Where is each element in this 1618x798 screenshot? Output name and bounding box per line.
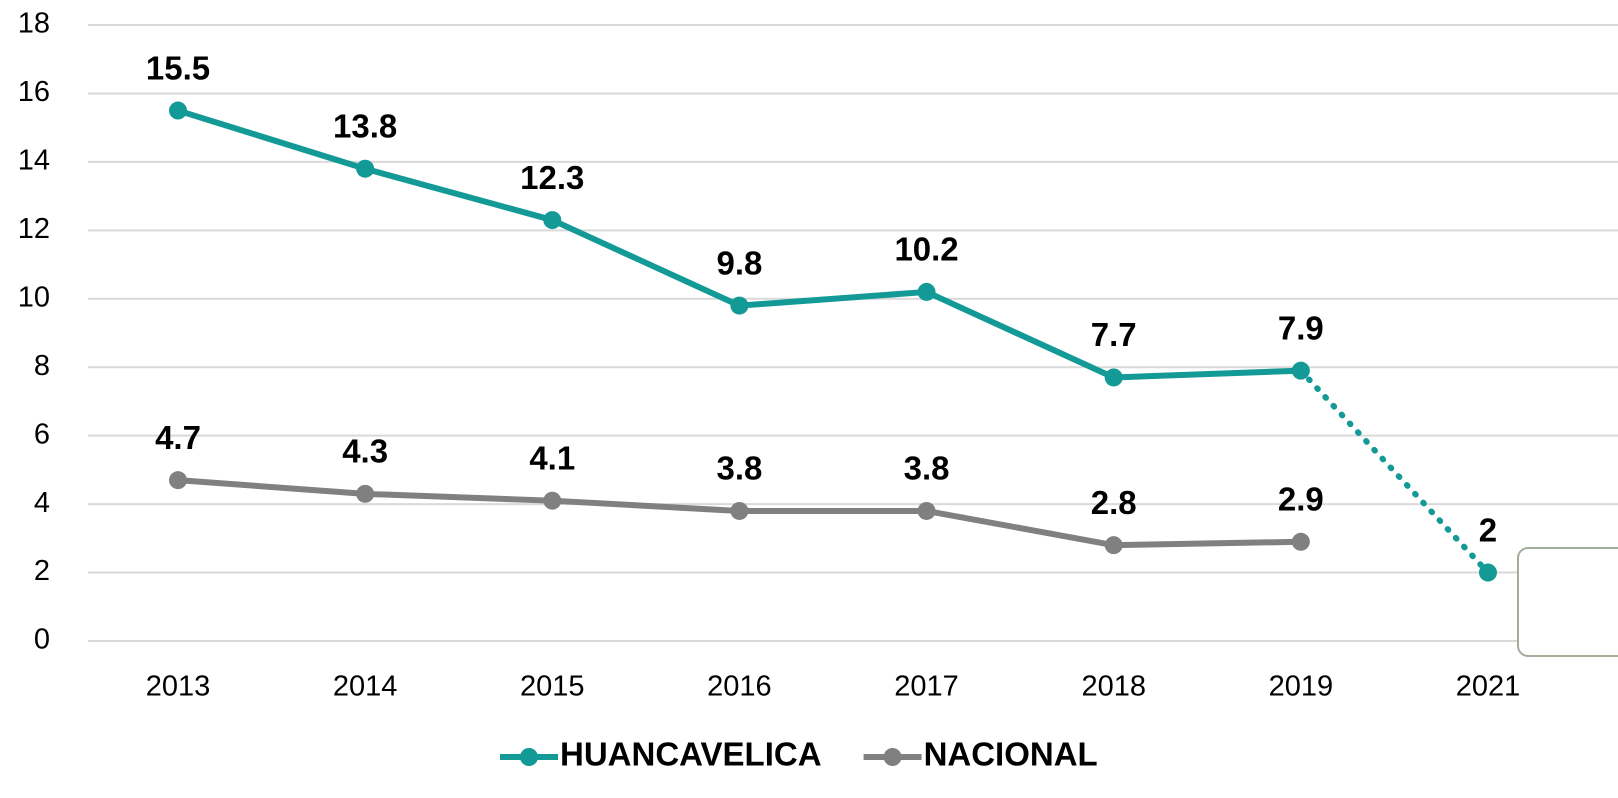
marker — [1291, 361, 1310, 380]
y-tick-label: 4 — [34, 487, 50, 519]
data-label: 7.7 — [1091, 316, 1137, 353]
marker — [356, 159, 375, 178]
y-tick-label: 18 — [18, 8, 50, 40]
data-label: 12.3 — [520, 159, 584, 196]
marker — [169, 101, 187, 120]
y-tick-label: 6 — [34, 418, 50, 450]
data-label: 4.7 — [155, 419, 201, 456]
y-tick-label: 14 — [18, 145, 50, 177]
x-tick-label: 2013 — [146, 671, 211, 703]
data-label: 9.8 — [716, 244, 762, 281]
legend-label: NACIONAL — [924, 736, 1098, 773]
marker — [917, 282, 936, 301]
legend-marker — [883, 748, 902, 766]
x-tick-label: 2017 — [894, 671, 959, 703]
x-tick-label: 2019 — [1269, 671, 1334, 703]
marker — [730, 501, 749, 520]
data-label: 4.3 — [342, 433, 388, 470]
y-tick-label: 10 — [18, 281, 50, 313]
x-tick-label: 2014 — [333, 671, 398, 703]
annotation-box — [1517, 547, 1618, 657]
marker — [543, 491, 562, 510]
data-label: 15.5 — [146, 49, 210, 86]
x-tick-label: 2018 — [1081, 671, 1146, 703]
y-tick-label: 8 — [34, 350, 50, 382]
y-tick-label: 0 — [34, 624, 50, 656]
x-tick-label: 2016 — [707, 671, 772, 703]
marker — [1104, 368, 1123, 387]
data-label: 2 — [1479, 511, 1497, 548]
data-label: 10.2 — [894, 231, 958, 268]
y-tick-label: 2 — [34, 555, 50, 587]
data-label: 2.9 — [1278, 480, 1324, 517]
projection-line — [1297, 367, 1491, 576]
y-tick-label: 12 — [18, 213, 50, 245]
marker — [169, 471, 187, 490]
marker — [917, 501, 936, 520]
data-label: 4.1 — [529, 439, 575, 476]
x-tick-label: 2021 — [1456, 671, 1521, 703]
marker — [543, 211, 562, 230]
marker — [1291, 532, 1310, 551]
data-label: 2.8 — [1091, 484, 1137, 521]
data-label: 13.8 — [333, 107, 397, 144]
data-label: 3.8 — [904, 450, 950, 487]
data-label: 7.9 — [1278, 309, 1324, 346]
marker — [356, 484, 375, 503]
marker — [1478, 563, 1497, 582]
marker — [730, 296, 749, 315]
legend-marker — [520, 748, 538, 766]
x-tick-label: 2015 — [520, 671, 585, 703]
data-label: 3.8 — [716, 450, 762, 487]
legend-label: HUANCAVELICA — [560, 736, 822, 773]
y-tick-label: 16 — [18, 76, 50, 108]
marker — [1104, 536, 1123, 555]
